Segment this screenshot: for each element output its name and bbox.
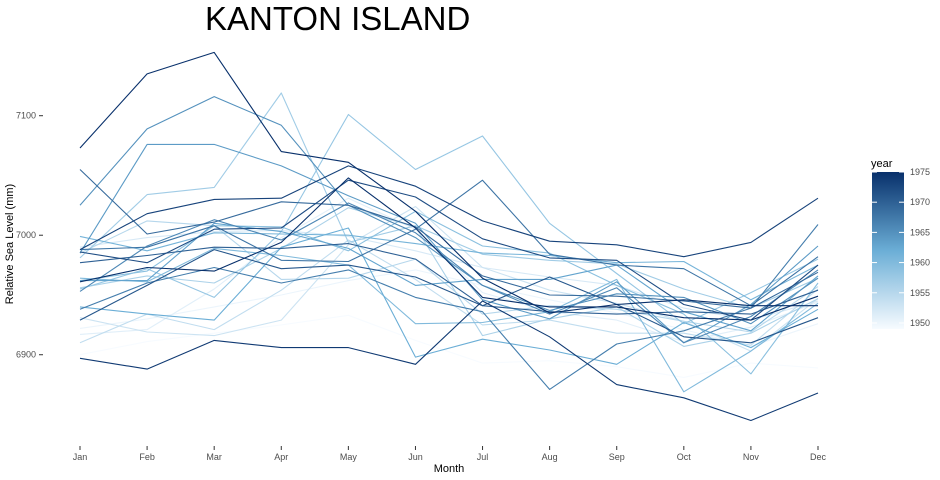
legend: year 1950 1955 1960 1965 1970 1975 xyxy=(871,158,930,329)
series-line-1957 xyxy=(79,92,819,309)
series-line-1955 xyxy=(79,220,819,333)
x-axis-title: Month xyxy=(434,463,465,475)
x-tick-label: Feb xyxy=(139,452,155,462)
legend-tick-label: 1970 xyxy=(910,197,930,207)
legend-tick-label: 1955 xyxy=(910,288,930,298)
series-line-1954 xyxy=(79,239,819,346)
series-line-1975 xyxy=(79,177,819,321)
series-line-1961 xyxy=(79,232,819,301)
series-line-1968 xyxy=(79,179,819,307)
x-tick-label: Jun xyxy=(408,452,423,462)
x-tick-label: Jan xyxy=(73,452,88,462)
y-tick-label: 7100 xyxy=(16,111,36,121)
series-line-1974 xyxy=(79,300,819,422)
x-tick-label: Dec xyxy=(810,452,827,462)
x-tick-label: Nov xyxy=(743,452,760,462)
x-axis: Jan Feb Mar Apr May Jun Jul Aug Sep Oct Nov Dec xyxy=(73,446,827,462)
series-line-1975 xyxy=(79,51,818,314)
series-line-1970 xyxy=(79,243,819,315)
series-line-1971 xyxy=(79,249,819,344)
x-tick-label: Jul xyxy=(477,452,489,462)
y-tick-label: 6900 xyxy=(16,350,36,360)
legend-tick-label: 1960 xyxy=(910,258,930,268)
x-tick-label: Mar xyxy=(206,452,222,462)
x-tick-label: May xyxy=(340,452,358,462)
series-line-1973 xyxy=(79,165,819,258)
series-line-1965 xyxy=(79,96,819,325)
series-line-1958 xyxy=(79,113,819,325)
series-line-1950 xyxy=(79,269,819,347)
series-line-1960 xyxy=(79,247,819,393)
x-tick-label: Apr xyxy=(274,452,288,462)
legend-title: year xyxy=(871,158,893,170)
y-axis-title: Relative Sea Level (mm) xyxy=(4,184,16,304)
legend-ticks: 1950 1955 1960 1965 1970 1975 xyxy=(872,167,930,328)
y-tick-label: 7000 xyxy=(16,230,36,240)
x-tick-label: Sep xyxy=(609,452,625,462)
series-line-1956 xyxy=(79,207,819,347)
series-line-1972 xyxy=(79,179,819,321)
legend-tick-label: 1975 xyxy=(910,167,930,177)
x-tick-label: Aug xyxy=(542,452,558,462)
x-tick-label: Oct xyxy=(677,452,692,462)
legend-tick-label: 1965 xyxy=(910,227,930,237)
plot-lines xyxy=(79,51,819,422)
legend-colorbar xyxy=(872,172,904,329)
series-line-1959 xyxy=(79,210,819,375)
chart-title: KANTON ISLAND xyxy=(205,0,470,37)
legend-tick-label: 1950 xyxy=(910,318,930,328)
y-axis: 6900 7000 7100 xyxy=(16,111,43,360)
series-line-1969 xyxy=(79,169,819,309)
